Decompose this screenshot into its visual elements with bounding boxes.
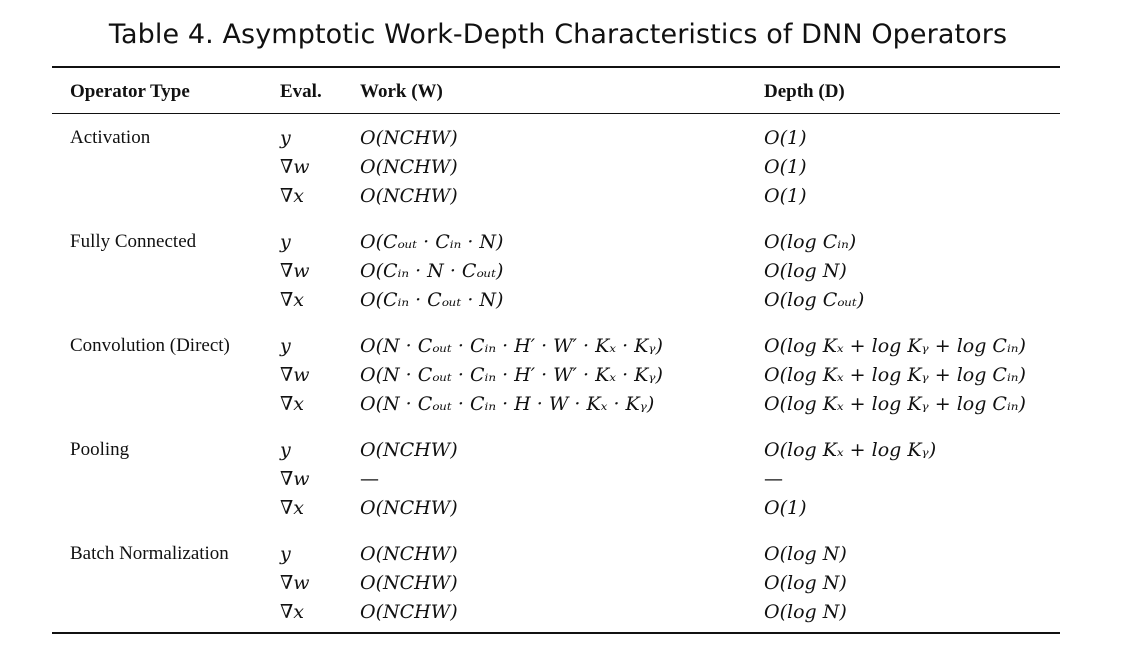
work-cell: O(Cₒᵤₜ · Cᵢₙ · N): [360, 231, 504, 253]
depth-cell: O(log Kₓ + log Kᵧ): [764, 439, 937, 461]
depth-cell: O(log Kₓ + log Kᵧ + log Cᵢₙ): [764, 335, 1026, 357]
work-cell: O(N · Cₒᵤₜ · Cᵢₙ · H′ · W′ · Kₓ · Kᵧ): [360, 364, 663, 386]
work-cell: O(NCHW): [360, 439, 458, 461]
depth-cell: O(1): [764, 185, 807, 207]
depth-cell: O(log N): [764, 572, 847, 594]
operator-activation: Activation: [70, 127, 151, 148]
depth-cell: O(log Cᵢₙ): [764, 231, 857, 253]
operator-batch-normalization: Batch Normalization: [70, 543, 229, 564]
eval-cell: ∇x: [280, 601, 304, 623]
top-rule: [52, 66, 1060, 68]
header-depth: Depth (D): [764, 81, 845, 102]
operator-pooling: Pooling: [70, 439, 130, 460]
eval-cell: ∇x: [280, 497, 304, 519]
header-work: Work (W): [360, 81, 443, 102]
work-cell: O(NCHW): [360, 497, 458, 519]
depth-cell: O(1): [764, 156, 807, 178]
depth-cell: O(log N): [764, 260, 847, 282]
eval-cell: ∇x: [280, 185, 304, 207]
eval-cell: ∇w: [280, 468, 310, 490]
eval-cell: ∇w: [280, 572, 310, 594]
depth-cell: O(1): [764, 127, 807, 149]
work-cell: O(NCHW): [360, 601, 458, 623]
work-cell: O(N · Cₒᵤₜ · Cᵢₙ · H′ · W′ · Kₓ · Kᵧ): [360, 335, 663, 357]
depth-cell: O(log N): [764, 543, 847, 565]
depth-cell: O(log N): [764, 601, 847, 623]
eval-cell: ∇x: [280, 289, 304, 311]
work-cell: O(Cᵢₙ · N · Cₒᵤₜ): [360, 260, 504, 282]
work-cell: O(N · Cₒᵤₜ · Cᵢₙ · H · W · Kₓ · Kᵧ): [360, 393, 655, 415]
work-cell: O(Cᵢₙ · Cₒᵤₜ · N): [360, 289, 504, 311]
work-cell: O(NCHW): [360, 127, 458, 149]
operator-convolution-direct: Convolution (Direct): [70, 335, 230, 356]
eval-cell: ∇w: [280, 260, 310, 282]
depth-cell: O(log Kₓ + log Kᵧ + log Cᵢₙ): [764, 364, 1026, 386]
work-cell: O(NCHW): [360, 185, 458, 207]
depth-cell: O(log Kₓ + log Kᵧ + log Cᵢₙ): [764, 393, 1026, 415]
header-eval: Eval.: [280, 81, 322, 102]
work-cell: O(NCHW): [360, 572, 458, 594]
table-caption: Table 4. Asymptotic Work-Depth Character…: [108, 19, 1008, 50]
work-cell: —: [360, 468, 379, 490]
eval-cell: ∇w: [280, 364, 310, 386]
depth-cell: O(log Cₒᵤₜ): [764, 289, 865, 311]
eval-cell: y: [280, 127, 291, 149]
header-rule: [52, 113, 1060, 114]
depth-cell: —: [764, 468, 783, 490]
operator-fully-connected: Fully Connected: [70, 231, 197, 252]
bottom-rule: [52, 632, 1060, 634]
eval-cell: y: [280, 439, 291, 461]
work-cell: O(NCHW): [360, 156, 458, 178]
eval-cell: y: [280, 543, 291, 565]
header-operator-type: Operator Type: [70, 81, 190, 102]
eval-cell: y: [280, 335, 291, 357]
work-cell: O(NCHW): [360, 543, 458, 565]
eval-cell: ∇w: [280, 156, 310, 178]
eval-cell: ∇x: [280, 393, 304, 415]
eval-cell: y: [280, 231, 291, 253]
depth-cell: O(1): [764, 497, 807, 519]
